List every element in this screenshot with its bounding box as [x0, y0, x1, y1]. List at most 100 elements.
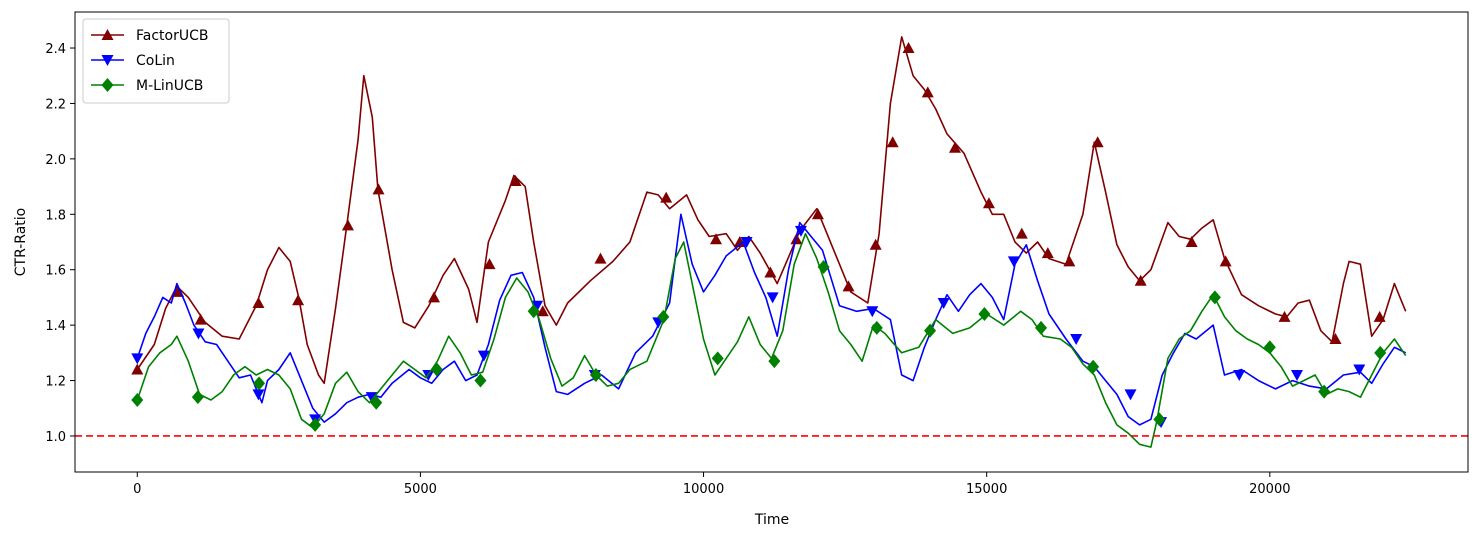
data-point-colin	[740, 237, 753, 248]
series-layer	[131, 36, 1407, 448]
data-point-m-linucb	[131, 392, 144, 407]
data-point-factorucb	[902, 42, 915, 54]
series-line-colin	[136, 213, 1407, 426]
data-point-m-linucb	[1087, 359, 1100, 374]
y-tick-label: 1.2	[45, 375, 66, 390]
legend-marker-m-linucb	[101, 78, 114, 92]
data-point-m-linucb	[253, 376, 266, 391]
y-tick-label: 1.6	[45, 264, 66, 279]
data-point-factorucb	[869, 238, 882, 250]
data-point-colin	[531, 300, 544, 312]
data-point-factorucb	[710, 233, 723, 245]
data-point-factorucb	[764, 266, 777, 278]
data-point-factorucb	[1329, 332, 1342, 344]
data-point-factorucb	[594, 252, 607, 264]
data-point-m-linucb	[474, 373, 487, 388]
plot-frame	[74, 11, 1469, 473]
x-tick-label: 15000	[966, 482, 1007, 497]
data-point-factorucb	[1091, 136, 1104, 148]
data-point-factorucb	[660, 191, 673, 203]
data-point-factorucb	[372, 183, 385, 195]
data-point-colin	[1070, 333, 1083, 345]
data-point-colin	[477, 350, 490, 362]
data-point-m-linucb	[1374, 345, 1387, 360]
y-tick-label: 1.8	[45, 208, 66, 223]
legend-label-factorucb: FactorUCB	[136, 28, 208, 44]
data-point-factorucb	[428, 291, 441, 303]
data-point-factorucb	[982, 197, 995, 209]
legend-marker-factorucb	[101, 29, 114, 40]
data-point-colin	[1290, 370, 1303, 382]
data-point-factorucb	[131, 363, 144, 375]
x-axis: 0 5000 10000 15000 20000	[133, 472, 1290, 497]
legend: FactorUCB CoLin M-LinUCB	[82, 18, 230, 104]
data-point-factorucb	[1015, 227, 1028, 239]
data-point-colin	[1124, 389, 1137, 401]
x-tick-label: 5000	[404, 482, 437, 497]
data-point-factorucb	[483, 258, 496, 270]
data-point-factorucb	[292, 294, 305, 306]
data-point-m-linucb	[1035, 320, 1048, 335]
series-line-m-linucb	[136, 232, 1407, 448]
data-point-colin	[365, 392, 378, 404]
data-point-m-linucb	[1208, 290, 1221, 305]
y-axis: 1.0 1.2 1.4 1.6 1.8 2.0 2.2 2.4	[45, 42, 75, 445]
data-point-colin	[866, 306, 879, 318]
data-point-m-linucb	[870, 320, 883, 335]
data-point-colin	[192, 328, 205, 340]
data-point-factorucb	[252, 296, 265, 308]
plot-area	[75, 12, 1468, 472]
data-point-m-linucb	[527, 304, 540, 319]
data-point-factorucb	[536, 305, 549, 317]
series-line-factorucb	[136, 36, 1407, 385]
data-point-m-linucb	[978, 307, 991, 322]
data-point-m-linucb	[430, 362, 443, 377]
data-point-factorucb	[948, 141, 961, 153]
data-point-factorucb	[1063, 255, 1076, 267]
data-point-factorucb	[886, 136, 899, 148]
data-point-m-linucb	[768, 354, 781, 369]
data-point-factorucb	[1278, 310, 1291, 322]
data-point-factorucb	[1373, 310, 1386, 322]
x-tick-label: 0	[133, 482, 141, 497]
data-point-colin	[937, 297, 950, 309]
data-point-factorucb	[733, 236, 746, 247]
data-point-colin	[1353, 364, 1366, 376]
data-point-colin	[252, 389, 265, 401]
data-point-m-linucb	[657, 309, 670, 324]
data-point-factorucb	[1185, 236, 1198, 247]
data-point-m-linucb	[1263, 340, 1276, 355]
y-axis-label: CTR-Ratio	[13, 208, 29, 276]
data-point-colin	[794, 225, 807, 237]
data-point-colin	[1233, 370, 1246, 382]
x-tick-label: 10000	[683, 482, 724, 497]
data-point-m-linucb	[191, 390, 204, 405]
data-point-m-linucb	[817, 259, 830, 274]
data-point-factorucb	[341, 219, 354, 231]
x-tick-label: 20000	[1249, 482, 1290, 497]
y-tick-label: 2.2	[45, 97, 66, 112]
legend-box	[82, 18, 230, 104]
data-point-m-linucb	[924, 323, 937, 338]
data-point-m-linucb	[1153, 412, 1166, 427]
legend-label-colin: CoLin	[136, 53, 175, 69]
legend-label-m-linucb: M-LinUCB	[136, 78, 203, 94]
data-point-factorucb	[842, 280, 855, 292]
y-tick-label: 1.0	[45, 430, 66, 445]
legend-marker-colin	[101, 55, 114, 66]
y-tick-label: 2.4	[45, 42, 66, 57]
data-point-m-linucb	[589, 368, 602, 383]
data-point-colin	[766, 292, 779, 304]
data-point-m-linucb	[370, 395, 383, 410]
data-point-colin	[1007, 256, 1020, 268]
data-point-factorucb	[509, 175, 522, 187]
y-tick-label: 1.4	[45, 319, 66, 334]
data-point-factorucb	[1041, 247, 1054, 259]
data-point-factorucb	[921, 86, 934, 98]
data-point-colin	[131, 353, 144, 365]
data-point-factorucb	[1219, 255, 1232, 267]
x-axis-label: Time	[754, 512, 789, 528]
data-point-m-linucb	[309, 417, 322, 432]
data-point-m-linucb	[1318, 384, 1331, 399]
